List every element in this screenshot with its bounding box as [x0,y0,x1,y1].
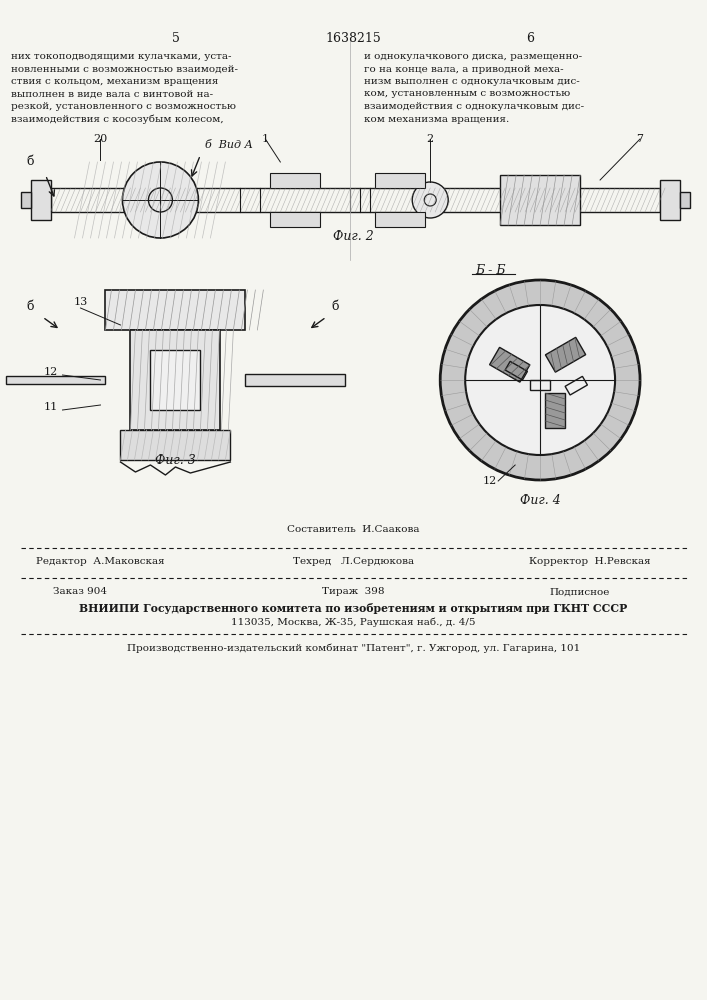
Bar [565,376,588,395]
Text: 1: 1 [262,134,269,144]
Bar [50,188,660,212]
Text: них токоподводящими кулачками, уста-
новленными с возможностью взаимодей-
ствия : них токоподводящими кулачками, уста- нов… [11,52,238,124]
Bar [21,192,30,208]
Bar [530,380,550,390]
Bar [500,175,580,225]
Text: Техред   Л.Сердюкова: Техред Л.Сердюкова [293,558,414,566]
Bar [489,347,530,382]
Text: Тираж  398: Тираж 398 [322,587,385,596]
Circle shape [412,182,448,218]
Bar [545,393,565,428]
Bar [375,212,425,227]
Text: 2: 2 [426,134,434,144]
Circle shape [122,162,199,238]
Text: Производственно-издательский комбинат "Патент", г. Ужгород, ул. Гагарина, 101: Производственно-издательский комбинат "П… [127,643,580,653]
Text: 13: 13 [74,297,88,307]
Text: Фиг. 4: Фиг. 4 [520,493,561,506]
Circle shape [440,280,640,480]
Text: Фиг. 2: Фиг. 2 [333,231,374,243]
Bar [120,430,230,460]
Bar [30,180,50,220]
Text: 5: 5 [173,31,180,44]
Bar [131,330,221,430]
Text: Редактор  А.Маковская: Редактор А.Маковская [36,558,165,566]
Bar [680,192,690,208]
Text: Подписное: Подписное [550,587,610,596]
Text: б: б [27,300,34,313]
Text: 12: 12 [483,476,497,486]
Text: ВНИИПИ Государственного комитета по изобретениям и открытиям при ГКНТ СССР: ВНИИПИ Государственного комитета по изоб… [79,602,627,613]
Bar [270,212,320,227]
Text: 20: 20 [93,134,107,144]
Text: Составитель  И.Саакова: Составитель И.Саакова [287,526,419,534]
Bar [545,337,585,372]
Text: и однокулачкового диска, размещенно-
го на конце вала, а приводной меха-
низм вы: и однокулачкового диска, размещенно- го … [364,52,585,123]
Bar [245,374,345,386]
Text: 113035, Москва, Ж-35, Раушская наб., д. 4/5: 113035, Москва, Ж-35, Раушская наб., д. … [231,617,476,627]
Text: Заказ 904: Заказ 904 [54,587,107,596]
Bar [105,290,245,330]
Text: Б - Б: Б - Б [475,263,506,276]
Text: б: б [27,155,34,168]
Bar [270,173,320,188]
Bar [375,173,425,188]
Text: 12: 12 [43,367,58,377]
Bar [660,180,680,220]
Text: б  Вид А: б Вид А [206,140,253,150]
Text: 11: 11 [43,402,58,412]
Bar [151,350,200,410]
Text: 7: 7 [636,134,643,144]
Text: Корректор  Н.Ревская: Корректор Н.Ревская [530,558,651,566]
Circle shape [465,305,615,455]
Text: б: б [332,300,339,313]
Text: Фиг. 3: Фиг. 3 [155,454,196,466]
Bar [6,376,105,384]
Text: 6: 6 [526,31,534,44]
Text: 1638215: 1638215 [325,31,381,44]
Bar [506,361,527,380]
